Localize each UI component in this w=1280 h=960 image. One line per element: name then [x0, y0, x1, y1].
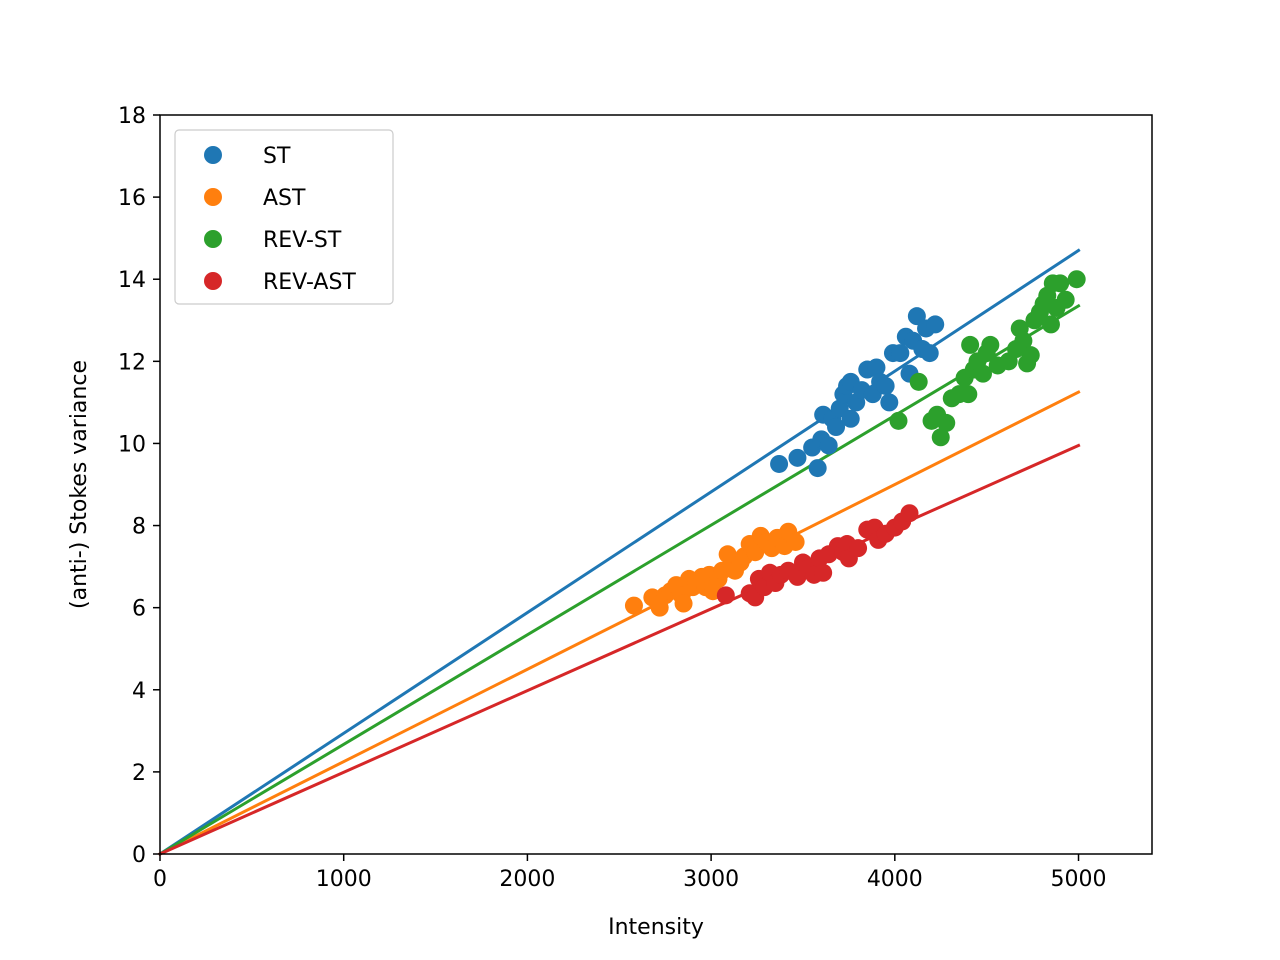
- point-rev-st: [1014, 331, 1033, 350]
- fit-line-ast: [157, 390, 1081, 857]
- point-rev-st: [889, 411, 908, 430]
- point-st: [808, 459, 827, 478]
- legend-box: [174, 129, 394, 305]
- point-ast: [674, 594, 693, 613]
- y-tick-label: 16: [118, 186, 146, 211]
- point-ast: [786, 532, 805, 551]
- point-st: [867, 358, 886, 377]
- point-rev-st: [931, 428, 950, 447]
- series-rev-ast: [716, 504, 919, 607]
- fit-line-rev-st: [157, 303, 1081, 857]
- y-axis-ticks: 0 2 4 6 8 10 12 14 16 18: [118, 104, 160, 868]
- point-st: [920, 344, 939, 363]
- series-rev-st: [889, 270, 1086, 447]
- point-rev-st: [909, 372, 928, 391]
- legend-marker-st: [204, 146, 222, 164]
- point-ast: [624, 596, 643, 615]
- legend-label-rev-st: REV-ST: [263, 228, 342, 253]
- point-st: [827, 418, 846, 437]
- point-rev-st: [961, 335, 980, 354]
- point-rev-st: [959, 385, 978, 404]
- point-rev-st: [973, 364, 992, 383]
- legend-marker-ast: [204, 188, 222, 206]
- x-tick-label: 1000: [316, 867, 372, 892]
- x-tick-label: 4000: [867, 867, 923, 892]
- y-tick-label: 12: [118, 350, 146, 375]
- point-st: [880, 393, 899, 412]
- point-rev-st: [1041, 315, 1060, 334]
- point-st: [788, 448, 807, 467]
- fit-line-rev-ast: [158, 443, 1081, 856]
- point-rev-st: [937, 413, 956, 432]
- y-tick-label: 8: [132, 515, 146, 540]
- series-st: [770, 307, 945, 478]
- point-rev-st: [1051, 274, 1070, 293]
- x-tick-label: 2000: [499, 867, 555, 892]
- y-tick-label: 2: [132, 761, 146, 786]
- legend-marker-rev-ast: [204, 272, 222, 290]
- y-tick-label: 0: [132, 843, 146, 868]
- point-st: [926, 315, 945, 334]
- y-tick-label: 10: [118, 432, 146, 457]
- point-rev-st: [1067, 270, 1086, 289]
- point-rev-st: [1021, 346, 1040, 365]
- x-tick-label: 0: [153, 867, 167, 892]
- point-rev-ast: [900, 504, 919, 523]
- series-ast: [624, 522, 805, 617]
- y-tick-label: 6: [132, 597, 146, 622]
- y-tick-label: 4: [132, 679, 146, 704]
- point-rev-ast: [849, 539, 868, 558]
- legend-label-st: ST: [263, 144, 291, 169]
- legend-marker-rev-st: [204, 230, 222, 248]
- x-tick-label: 3000: [683, 867, 739, 892]
- point-rev-st: [981, 335, 1000, 354]
- plot-frame: [159, 114, 1153, 855]
- x-axis-label: Intensity: [608, 915, 704, 940]
- y-axis-label: (anti-) Stokes variance: [67, 360, 92, 609]
- x-axis-ticks: 0 1000 2000 3000 4000 5000: [153, 854, 1107, 892]
- point-rev-ast: [814, 563, 833, 582]
- legend-label-rev-ast: REV-AST: [263, 270, 356, 295]
- legend-label-ast: AST: [263, 186, 306, 211]
- point-st: [770, 454, 789, 473]
- point-st: [876, 376, 895, 395]
- legend: ST AST REV-ST REV-AST: [174, 129, 394, 305]
- point-rev-st: [1056, 290, 1075, 309]
- y-tick-label: 18: [118, 104, 146, 129]
- point-rev-ast: [716, 586, 735, 605]
- data-points: [624, 270, 1086, 617]
- point-st: [819, 436, 838, 455]
- y-tick-label: 14: [118, 268, 146, 293]
- x-tick-label: 5000: [1051, 867, 1107, 892]
- point-st: [907, 307, 926, 326]
- point-st: [841, 409, 860, 428]
- point-st: [891, 344, 910, 363]
